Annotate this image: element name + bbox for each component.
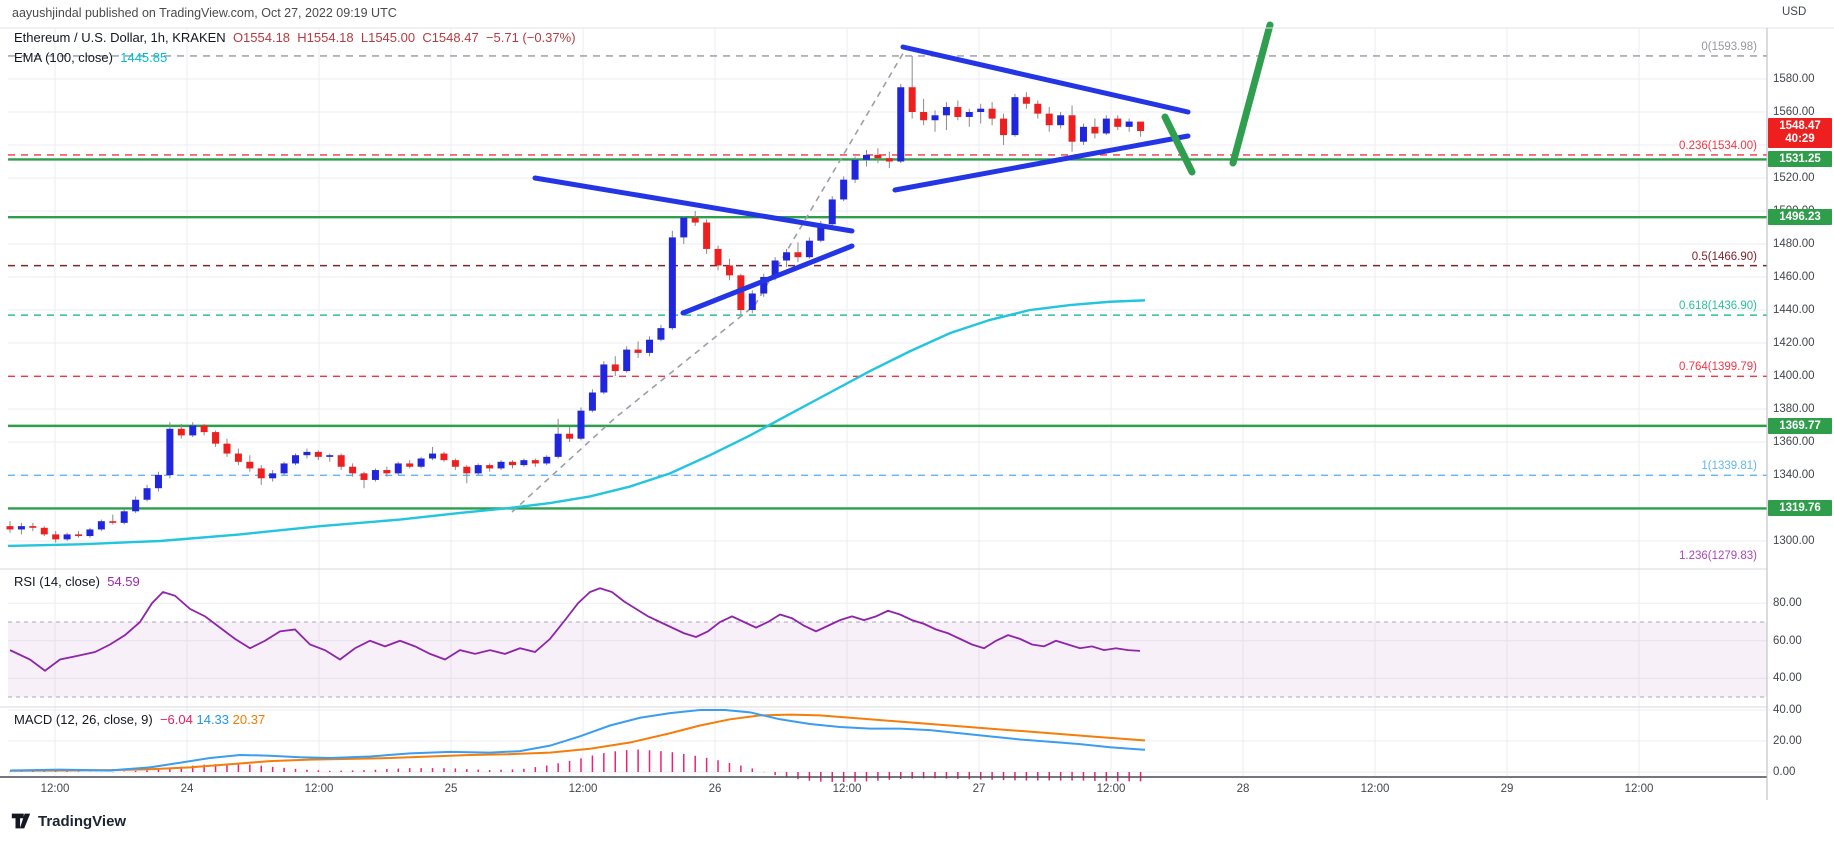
- time-tick-label: 12:00: [304, 783, 334, 795]
- fib-level-label: 0.764(1399.79): [1678, 361, 1757, 374]
- time-tick-label: 12:00: [40, 783, 70, 795]
- price-tick-label: 1300.00: [1773, 535, 1815, 547]
- current-price-value: 1548.47: [1779, 120, 1821, 132]
- price-tick-label: 1440.00: [1773, 304, 1815, 316]
- time-tick-label: 29: [1500, 783, 1514, 795]
- time-tick-label: 24: [180, 783, 194, 795]
- support-resistance-badge: 1531.25: [1768, 151, 1832, 168]
- macd-signal-value: 20.37: [232, 712, 266, 727]
- time-tick-label: 12:00: [568, 783, 598, 795]
- fib-level-label: 0(1593.98): [1701, 40, 1757, 53]
- price-tick-label: 1380.00: [1773, 403, 1815, 415]
- tradingview-watermark: TradingView: [10, 810, 126, 832]
- rsi-label: RSI (14, close): [14, 574, 100, 589]
- macd-hist-value: −6.04: [159, 712, 193, 727]
- time-tick-label: 26: [708, 783, 722, 795]
- time-tick-label: 27: [972, 783, 986, 795]
- time-tick-label: 12:00: [832, 783, 862, 795]
- macd-main-line: [9, 709, 1146, 772]
- rsi-band: [8, 621, 1767, 698]
- rsi-legend: RSI (14, close) 54.59: [14, 574, 140, 589]
- time-tick-label: 12:00: [1624, 783, 1654, 795]
- symbol-legend: Ethereum / U.S. Dollar, 1h, KRAKEN O1554…: [14, 30, 576, 45]
- ema-legend: EMA (100, close) 1445.85: [14, 50, 167, 65]
- rsi-value: 54.59: [107, 574, 140, 589]
- macd-tick-label: 0.00: [1773, 766, 1796, 778]
- ema-label: EMA (100, close): [14, 50, 113, 65]
- price-tick-label: 1340.00: [1773, 469, 1815, 481]
- rsi-tick-label: 60.00: [1773, 634, 1802, 647]
- price-tick-label: 1580.00: [1773, 73, 1815, 85]
- time-tick-label: 12:00: [1360, 783, 1390, 795]
- support-resistance-badge: 1319.76: [1768, 500, 1832, 517]
- time-tick-label: 28: [1236, 783, 1250, 795]
- price-tick-label: 1400.00: [1773, 370, 1815, 382]
- candles-layer: [6, 55, 1145, 543]
- macd-signal-line: [9, 713, 1146, 772]
- fib-level-label: 1.236(1279.83): [1678, 550, 1757, 562]
- ema-line: [7, 299, 1146, 548]
- triangle-lower-trendline: [680, 243, 855, 316]
- published-header: aayushjindal published on TradingView.co…: [12, 6, 397, 20]
- macd-legend: MACD (12, 26, close, 9) −6.04 14.33 20.3…: [14, 712, 265, 727]
- bar-countdown: 40:29: [1785, 133, 1815, 145]
- time-tick-label: 25: [444, 783, 458, 795]
- rsi-tick-label: 80.00: [1773, 597, 1802, 610]
- prediction-arrow-down-stroke: [1161, 113, 1196, 176]
- time-tick-label: 12:00: [1096, 783, 1126, 795]
- price-tick-label: 1520.00: [1773, 172, 1815, 184]
- price-tick-label: 1560.00: [1773, 106, 1815, 118]
- support-resistance-badge: 1369.77: [1768, 417, 1832, 434]
- triangle-upper-trendline: [532, 175, 855, 234]
- current-price-badge: 1548.47 40:29: [1768, 118, 1832, 148]
- ohlc-values: O1554.18 H1554.18 L1545.00 C1548.47 −5.7…: [232, 30, 576, 45]
- fib-level-label: 0.618(1436.90): [1678, 300, 1757, 313]
- price-tick-label: 1480.00: [1773, 238, 1815, 250]
- fib-level-label: 0.5(1466.90): [1691, 250, 1757, 263]
- watermark-text: TradingView: [38, 812, 127, 830]
- prediction-arrow-up-stroke: [1229, 21, 1274, 167]
- macd-tick-label: 20.00: [1773, 735, 1802, 747]
- fib-level-label: 0.236(1534.00): [1678, 139, 1757, 152]
- tradingview-logo-icon: [11, 813, 31, 829]
- macd-line-value: 14.33: [196, 712, 230, 727]
- symbol-title: Ethereum / U.S. Dollar, 1h, KRAKEN: [14, 30, 226, 45]
- support-resistance-badge: 1496.23: [1768, 209, 1832, 226]
- rsi-line: [9, 587, 1141, 672]
- rsi-tick-label: 40.00: [1773, 672, 1802, 685]
- price-tick-label: 1360.00: [1773, 436, 1815, 448]
- price-tick-label: 1420.00: [1773, 337, 1815, 349]
- trend-zigzag-dashed: [511, 49, 906, 513]
- ema-value: 1445.85: [120, 50, 168, 65]
- macd-tick-label: 40.00: [1773, 704, 1802, 716]
- currency-label: USD: [1782, 6, 1807, 18]
- pennant-lower-trendline: [892, 133, 1191, 193]
- price-tick-label: 1460.00: [1773, 271, 1815, 283]
- levels-layer: [8, 55, 1767, 510]
- fib-level-label: 1(1339.81): [1701, 460, 1757, 473]
- macd-label: MACD (12, 26, close, 9): [14, 712, 153, 727]
- pennant-upper-trendline: [900, 44, 1191, 115]
- grid-layer: [8, 28, 1767, 777]
